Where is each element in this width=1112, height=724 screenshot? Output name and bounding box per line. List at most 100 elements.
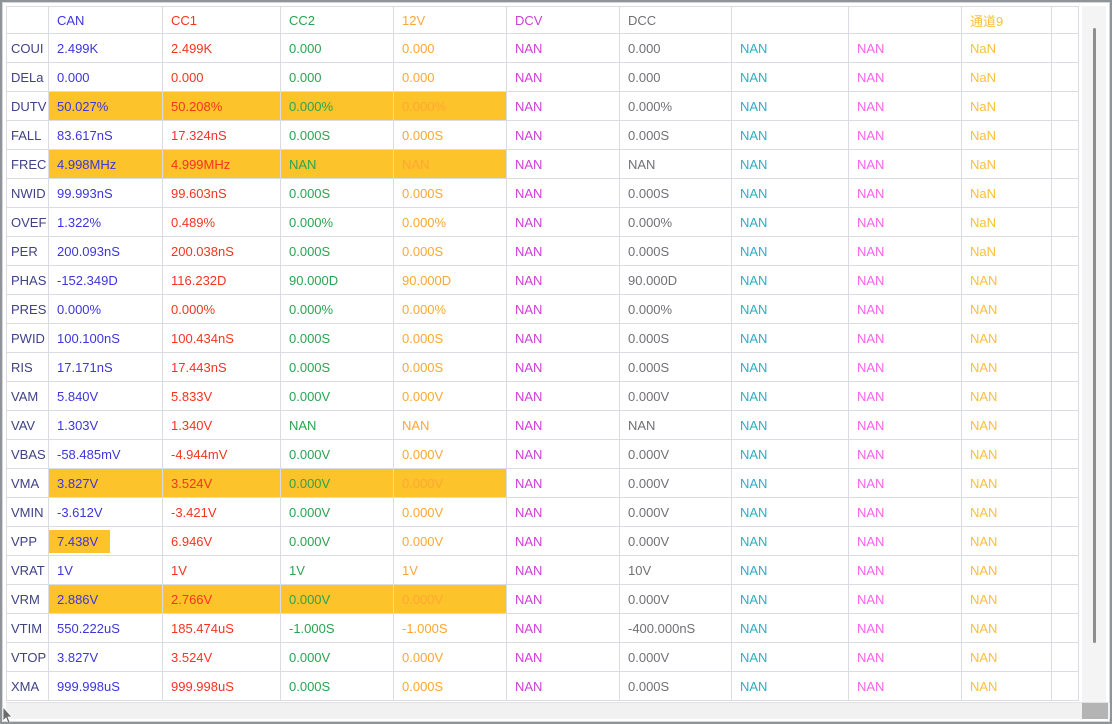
cell[interactable]: 99.603nS <box>162 178 281 208</box>
cell[interactable]: 0.000S <box>280 120 394 150</box>
cell[interactable]: NAN <box>506 468 620 498</box>
cell[interactable]: 4.999MHz <box>162 149 281 179</box>
cell[interactable]: NAN <box>961 642 1052 672</box>
row-label[interactable]: VPP <box>6 526 49 556</box>
cell[interactable]: 0.000V <box>619 642 732 672</box>
cell[interactable]: NAN <box>848 236 962 266</box>
cell[interactable]: 3.524V <box>162 468 281 498</box>
cell[interactable]: 1V <box>48 555 163 585</box>
cell[interactable]: NAN <box>506 91 620 121</box>
cell[interactable]: 0.000S <box>619 236 732 266</box>
cell[interactable]: 0.000% <box>619 207 732 237</box>
cell[interactable]: NAN <box>506 439 620 469</box>
cell[interactable]: NaN <box>961 120 1052 150</box>
cell[interactable]: NAN <box>506 236 620 266</box>
cell[interactable]: NAN <box>848 410 962 440</box>
cell[interactable]: 0.000% <box>280 91 394 121</box>
row-label[interactable]: OVEF <box>6 207 49 237</box>
cell[interactable]: 200.093nS <box>48 236 163 266</box>
cell[interactable]: NAN <box>506 526 620 556</box>
cell[interactable]: 1.340V <box>162 410 281 440</box>
cell[interactable]: NAN <box>848 381 962 411</box>
row-label[interactable]: VBAS <box>6 439 49 469</box>
cell[interactable]: 99.993nS <box>48 178 163 208</box>
cell[interactable]: NAN <box>506 613 620 643</box>
cell[interactable]: 0.000 <box>393 62 507 92</box>
row-label[interactable]: VTOP <box>6 642 49 672</box>
measurement-grid-scroll-area[interactable]: CAN CC1 CC2 12V DCV DCC 通道9 COUI 2.499K 2.499K 0.… <box>6 6 1082 708</box>
cell[interactable]: NAN <box>731 33 849 63</box>
cell[interactable]: NAN <box>848 323 962 353</box>
cell[interactable]: NAN <box>961 613 1052 643</box>
cell[interactable]: 83.617nS <box>48 120 163 150</box>
cell[interactable]: NAN <box>280 410 394 440</box>
cell[interactable]: 0.000V <box>393 439 507 469</box>
row-label[interactable]: XMA <box>6 671 49 701</box>
cell[interactable]: NAN <box>961 323 1052 353</box>
cell[interactable]: NaN <box>961 178 1052 208</box>
cell[interactable]: 0.000S <box>619 178 732 208</box>
cell[interactable]: 0.000S <box>393 352 507 382</box>
cell[interactable]: 90.000D <box>280 265 394 295</box>
cell[interactable]: NAN <box>731 613 849 643</box>
cell[interactable]: NAN <box>961 671 1052 701</box>
cell[interactable]: 7.438V <box>48 526 163 556</box>
cell[interactable]: 0.000S <box>619 352 732 382</box>
cell[interactable]: 90.000D <box>393 265 507 295</box>
row-label[interactable]: VMIN <box>6 497 49 527</box>
cell[interactable]: NAN <box>506 671 620 701</box>
cell[interactable]: 1V <box>280 555 394 585</box>
cell[interactable]: 0.000S <box>280 671 394 701</box>
cell[interactable]: 0.000V <box>280 642 394 672</box>
cell[interactable]: 0.000S <box>280 178 394 208</box>
cell[interactable]: NAN <box>280 149 394 179</box>
cell[interactable]: 0.000% <box>280 294 394 324</box>
cell[interactable]: NAN <box>506 410 620 440</box>
cell[interactable]: 0.000V <box>393 381 507 411</box>
cell[interactable]: NAN <box>848 439 962 469</box>
cell[interactable]: 0.000V <box>619 439 732 469</box>
cell[interactable]: 0.000V <box>619 381 732 411</box>
cell[interactable]: -4.944mV <box>162 439 281 469</box>
cell[interactable]: NAN <box>731 91 849 121</box>
cell[interactable]: 1.303V <box>48 410 163 440</box>
cell[interactable]: 0.000S <box>280 323 394 353</box>
cell[interactable]: -152.349D <box>48 265 163 295</box>
cell[interactable]: NAN <box>961 381 1052 411</box>
cell[interactable]: NAN <box>848 352 962 382</box>
cell[interactable]: NAN <box>731 555 849 585</box>
cell[interactable]: -3.612V <box>48 497 163 527</box>
cell[interactable]: 0.000 <box>619 62 732 92</box>
cell[interactable]: 0.000S <box>619 323 732 353</box>
cell[interactable]: 116.232D <box>162 265 281 295</box>
cell[interactable]: NAN <box>619 149 732 179</box>
cell[interactable]: NAN <box>848 207 962 237</box>
cell[interactable]: NAN <box>731 265 849 295</box>
cell[interactable]: NAN <box>506 294 620 324</box>
cell[interactable]: 4.998MHz <box>48 149 163 179</box>
cell[interactable]: NAN <box>506 642 620 672</box>
cell[interactable]: NAN <box>848 642 962 672</box>
cell[interactable]: NAN <box>731 236 849 266</box>
cell[interactable]: 2.886V <box>48 584 163 614</box>
cell[interactable]: NAN <box>961 526 1052 556</box>
row-label[interactable]: VAM <box>6 381 49 411</box>
column-header-cc1[interactable]: CC1 <box>162 6 281 34</box>
cell[interactable]: NAN <box>506 323 620 353</box>
cell[interactable]: NAN <box>731 62 849 92</box>
cell[interactable]: NAN <box>506 265 620 295</box>
cell[interactable]: 1V <box>393 555 507 585</box>
cell[interactable]: NAN <box>848 265 962 295</box>
cell[interactable]: NAN <box>731 323 849 353</box>
cell[interactable]: NAN <box>506 120 620 150</box>
cell[interactable]: 0.000% <box>393 294 507 324</box>
cell[interactable]: 0.000V <box>280 497 394 527</box>
cell[interactable]: 50.208% <box>162 91 281 121</box>
cell[interactable]: 90.000D <box>619 265 732 295</box>
cell[interactable]: NAN <box>848 468 962 498</box>
cell[interactable]: NAN <box>731 671 849 701</box>
column-header-dcv[interactable]: DCV <box>506 6 620 34</box>
cell[interactable]: 100.100nS <box>48 323 163 353</box>
cell[interactable]: NAN <box>731 381 849 411</box>
cell[interactable]: 3.827V <box>48 468 163 498</box>
